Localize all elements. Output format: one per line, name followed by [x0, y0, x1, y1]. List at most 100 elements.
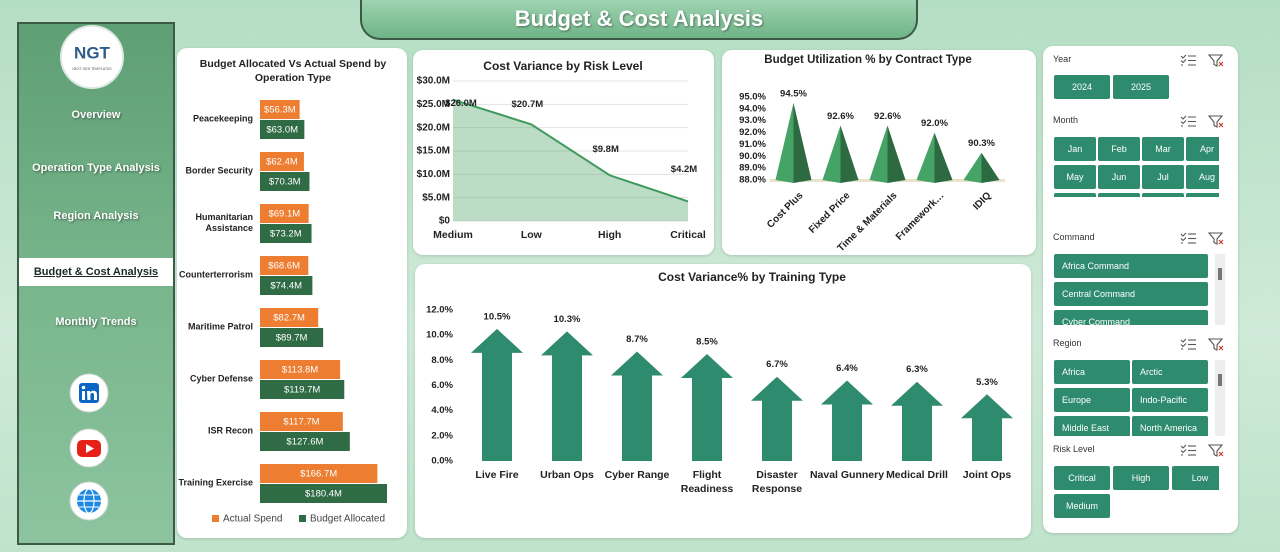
slicer-button[interactable]: North America	[1132, 416, 1208, 436]
linkedin-button[interactable]	[69, 373, 109, 413]
slicer-items: Critical High Low Medium	[1054, 466, 1219, 526]
slicer-panel: Year 2024 2025 Month Jan Feb Mar Apr May Jun Jul Au…	[1043, 46, 1238, 533]
data-label: $20.7M	[511, 99, 543, 110]
slicer-button[interactable]: Europe	[1054, 388, 1130, 412]
arrow-bar	[751, 376, 803, 461]
x-tick-label: Critical	[670, 229, 706, 241]
slicer-button[interactable]: Africa Command	[1054, 254, 1208, 278]
legend-swatch	[212, 515, 219, 522]
data-label: 10.3%	[554, 314, 581, 325]
arrow-bar	[891, 381, 943, 461]
slicer-button[interactable]: Mar	[1142, 137, 1184, 161]
pyramid-left	[916, 132, 935, 183]
slicer-icons[interactable]	[1179, 231, 1229, 245]
y-tick-label: $20.0M	[417, 122, 450, 133]
data-label: $113.8M	[282, 365, 318, 376]
slicer-button[interactable]: Cyber Command	[1054, 310, 1208, 325]
x-tick-label: Low	[521, 229, 543, 241]
slicer-button[interactable]: Apr	[1186, 137, 1219, 161]
slicer-button[interactable]: Central Command	[1054, 282, 1208, 306]
slicer-button[interactable]: Jun	[1098, 165, 1140, 189]
y-tick-label: 0.0%	[431, 456, 453, 467]
slicer-button[interactable]: Dec	[1186, 193, 1219, 197]
pyramid-right	[887, 125, 906, 183]
data-label: 8.5%	[696, 337, 718, 348]
x-tick-label: Joint Ops	[962, 469, 1012, 481]
data-label: 10.5%	[484, 311, 511, 322]
y-tick-label: 95.0%	[739, 92, 766, 103]
y-tick-label: 89.0%	[739, 163, 766, 174]
slicer-icons[interactable]	[1179, 443, 1229, 457]
legend-label: Actual Spend	[223, 514, 283, 525]
slicer-button[interactable]: Jan	[1054, 137, 1096, 161]
nav-item[interactable]: Monthly Trends	[55, 316, 137, 328]
x-tick-label: Framework…	[894, 190, 947, 243]
slicer-tools	[1179, 53, 1229, 67]
y-tick-label: Maritime Patrol	[187, 321, 253, 332]
slicer-button[interactable]: Medium	[1054, 494, 1110, 518]
y-tick-label: Cyber Defense	[189, 373, 253, 384]
page-title: Budget & Cost Analysis	[514, 6, 764, 31]
slicer-tools	[1179, 337, 1229, 351]
arrow-bar	[681, 354, 733, 461]
nav-item[interactable]: Overview	[71, 109, 121, 121]
website-button[interactable]	[69, 481, 109, 521]
data-label: 94.5%	[780, 88, 807, 99]
x-tick-label: Urban Ops	[540, 469, 594, 481]
y-tick-label: 93.0%	[739, 115, 766, 126]
slicer-icons[interactable]	[1179, 53, 1229, 67]
y-tick-label: 91.0%	[739, 139, 766, 150]
slicer-label: Month	[1053, 115, 1079, 125]
bar	[260, 172, 310, 191]
arrow-bar	[961, 394, 1013, 461]
x-tick-label: Cost Plus	[765, 190, 806, 231]
slicer-label: Region	[1053, 338, 1082, 348]
bar	[260, 224, 312, 243]
scroll-thumb[interactable]	[1218, 374, 1222, 386]
slicer-button[interactable]: Africa	[1054, 360, 1130, 384]
slicer-button[interactable]: Sep	[1054, 193, 1096, 197]
slicer-button[interactable]: 2024	[1054, 75, 1110, 99]
slicer-button[interactable]: Feb	[1098, 137, 1140, 161]
data-label: $117.7M	[283, 417, 319, 428]
slicer-icons[interactable]	[1179, 114, 1229, 128]
slicer-button[interactable]: Jul	[1142, 165, 1184, 189]
bar	[260, 328, 324, 347]
y-tick-label: 88.0%	[739, 175, 766, 186]
y-tick-label: $30.0M	[417, 76, 450, 87]
youtube-button[interactable]	[69, 428, 109, 468]
slicer-button[interactable]: High	[1113, 466, 1169, 490]
y-tick-label: Border Security	[185, 165, 253, 176]
scroll-thumb[interactable]	[1218, 268, 1222, 280]
y-tick-label: 12.0%	[426, 305, 453, 316]
chart-canvas: $56.3M $63.0M $62.4M $70.3M $69.1M $73.2M $68.…	[212, 100, 387, 525]
bar	[260, 308, 319, 327]
y-tick-label: ISR Recon	[207, 425, 253, 436]
slicer-button[interactable]: Critical	[1054, 466, 1110, 490]
nav-item[interactable]: Operation Type Analysis	[32, 162, 160, 174]
bar	[260, 380, 345, 399]
sidebar: NGT NEXT GEN TEMPLATES Overview Operation…	[17, 22, 175, 545]
slicer-button[interactable]: Low	[1172, 466, 1219, 490]
pyramid-right	[934, 132, 953, 183]
nav-item[interactable]: Region Analysis	[53, 210, 139, 222]
chart-canvas: Budget Utilization % by Contract Type 88.…	[739, 54, 1005, 254]
scrollbar	[1215, 360, 1225, 436]
panel-budget-vs-spend: $56.3M $63.0M $62.4M $70.3M $69.1M $73.2M $68.…	[177, 48, 407, 538]
legend-label: Budget Allocated	[310, 514, 385, 525]
chart-title: Budget Allocated Vs Actual Spend by Oper…	[199, 58, 387, 84]
slicer-button[interactable]: Indo-Pacific	[1132, 388, 1208, 412]
slicer-button[interactable]: Aug	[1186, 165, 1219, 189]
slicer-button[interactable]: Arctic	[1132, 360, 1208, 384]
nav-item[interactable]: Budget & Cost Analysis	[19, 258, 173, 286]
slicer-tools	[1179, 443, 1229, 457]
slicer-button[interactable]: 2025	[1113, 75, 1169, 99]
slicer-label: Year	[1053, 54, 1072, 64]
slicer-button[interactable]: Middle East	[1054, 416, 1130, 436]
slicer-icons[interactable]	[1179, 337, 1229, 351]
slicer-button[interactable]: Oct	[1098, 193, 1140, 197]
slicer-button[interactable]: Nov	[1142, 193, 1184, 197]
data-label: 92.6%	[827, 111, 854, 122]
chart-title: Budget Utilization % by Contract Type	[764, 54, 971, 66]
slicer-button[interactable]: May	[1054, 165, 1096, 189]
